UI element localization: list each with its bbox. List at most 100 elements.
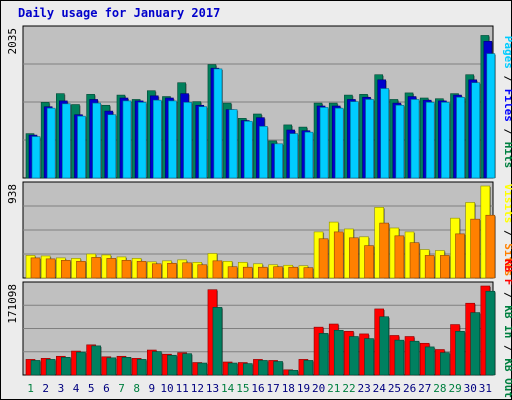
- bar-kb-out: [106, 357, 117, 376]
- bar-pages: [274, 143, 283, 179]
- x-tick-label: 16: [251, 382, 264, 395]
- bar-kb-out: [61, 357, 71, 376]
- x-tick-label: 3: [58, 382, 65, 395]
- bar-sites: [318, 238, 329, 279]
- bar-kb-out: [121, 357, 132, 376]
- bar-sites: [364, 245, 374, 279]
- bar-kb-out: [76, 351, 86, 376]
- bar-kb-out: [364, 338, 374, 376]
- bar-kb-out: [440, 352, 450, 376]
- x-tick-label: 28: [433, 382, 446, 395]
- bar-kb-out: [424, 346, 435, 376]
- bar-pages: [152, 99, 162, 179]
- bar-pages: [456, 96, 465, 179]
- bar-pages: [350, 101, 359, 179]
- x-tick-label: 9: [149, 382, 156, 395]
- bar-pages: [243, 120, 253, 179]
- max-label-pages-files-hits: 2035: [6, 28, 19, 55]
- bar-kb-out: [258, 360, 268, 376]
- x-tick-label: 26: [403, 382, 416, 395]
- bar-pages: [107, 114, 117, 179]
- bar-pages: [46, 107, 56, 179]
- bar-sites: [470, 218, 480, 279]
- x-tick-label: 12: [191, 382, 204, 395]
- bar-pages: [425, 102, 435, 179]
- bar-pages: [259, 126, 268, 179]
- x-tick-label: 18: [282, 382, 295, 395]
- legend-entry: /: [502, 338, 512, 358]
- x-tick-label: 15: [236, 382, 249, 395]
- legend-entry: Pages: [502, 36, 512, 69]
- bar-pages: [31, 136, 41, 179]
- bar-sites: [440, 255, 450, 279]
- bar-pages: [228, 109, 238, 179]
- bar-kb-out: [197, 362, 208, 376]
- legend-entry: KB Out: [502, 358, 512, 398]
- bar-kb-out: [288, 370, 299, 376]
- x-tick-label: 30: [464, 382, 477, 395]
- bar-sites: [273, 266, 283, 279]
- bar-sites: [242, 266, 253, 279]
- bar-pages: [198, 106, 208, 179]
- bar-sites: [212, 260, 223, 279]
- bar-kb-out: [227, 362, 238, 376]
- legend-entry: /: [502, 122, 512, 142]
- bar-kb-out: [136, 359, 147, 376]
- bar-pages: [213, 68, 223, 179]
- legend-entry: KB In: [502, 305, 512, 338]
- bar-kb-out: [318, 333, 329, 376]
- bar-kb-out: [303, 360, 314, 376]
- bar-kb-out: [455, 331, 465, 376]
- bar-kb-out: [349, 336, 359, 376]
- x-tick-label: 4: [73, 382, 80, 395]
- bar-pages: [380, 88, 390, 179]
- x-tick-label: 24: [373, 382, 387, 395]
- x-tick-label: 29: [448, 382, 461, 395]
- bar-pages: [77, 115, 86, 179]
- bar-pages: [304, 131, 314, 179]
- x-tick-label: 17: [267, 382, 280, 395]
- bar-sites: [333, 231, 344, 279]
- bar-sites: [409, 242, 420, 279]
- x-tick-label: 13: [206, 382, 219, 395]
- x-tick-label: 6: [103, 382, 110, 395]
- x-tick-label: 10: [160, 382, 173, 395]
- bar-kb-out: [273, 361, 283, 376]
- x-tick-label: 31: [479, 382, 492, 395]
- x-tick-label: 8: [133, 382, 140, 395]
- x-tick-label: 27: [418, 382, 431, 395]
- bar-sites: [349, 237, 359, 279]
- bar-sites: [394, 235, 405, 279]
- bar-pages: [168, 100, 177, 179]
- bar-sites: [76, 261, 86, 279]
- legend-entry: Visits: [502, 184, 512, 224]
- bar-kb-out: [167, 354, 177, 376]
- bar-sites: [167, 262, 177, 279]
- bar-sites: [485, 214, 496, 279]
- bar-sites: [227, 266, 238, 279]
- legend-entry: Sites: [502, 243, 512, 276]
- legend-entry: Files: [502, 89, 512, 122]
- bar-kb-out: [45, 359, 56, 376]
- max-label-visits-sites: 938: [6, 184, 19, 204]
- x-tick-label: 1: [27, 382, 34, 395]
- bar-pages: [289, 133, 299, 179]
- bar-sites: [151, 263, 162, 279]
- x-tick-label: 19: [297, 382, 310, 395]
- x-tick-label: 14: [221, 382, 235, 395]
- legend-visits-sites: Visits / Sites: [502, 184, 512, 277]
- x-tick-label: 5: [88, 382, 95, 395]
- bar-kb-out: [394, 339, 405, 376]
- bar-pages: [334, 107, 344, 179]
- bar-pages: [365, 99, 374, 179]
- legend-entry: /: [502, 69, 512, 89]
- bar-kb-out: [333, 329, 344, 376]
- bar-kb-out: [470, 312, 480, 376]
- max-label-kbf-kbin-kbout: 171098: [6, 284, 19, 324]
- bar-pages: [486, 53, 496, 179]
- bar-sites: [182, 262, 192, 279]
- bar-kb-out: [379, 316, 390, 376]
- x-tick-label: 11: [176, 382, 189, 395]
- bar-pages: [122, 100, 132, 179]
